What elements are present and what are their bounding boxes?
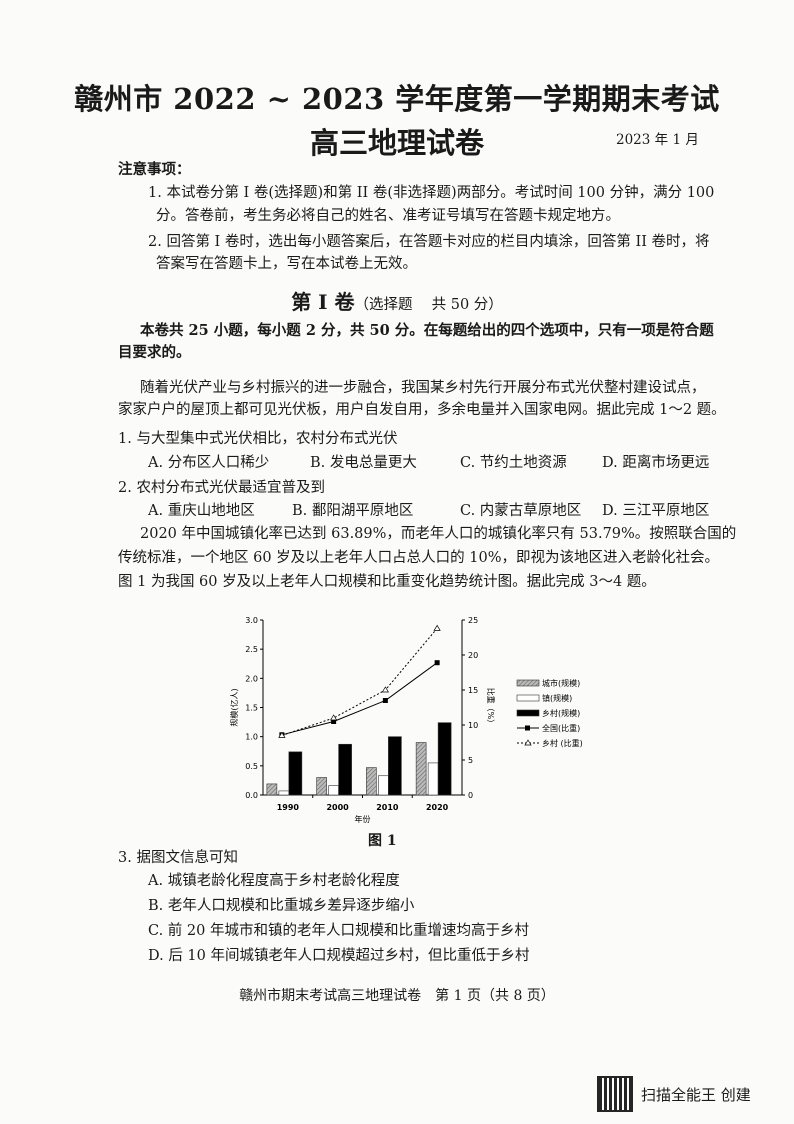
q1-option-d: D. 距离市场更远: [602, 455, 710, 471]
marker-square: [434, 660, 440, 666]
marker-square: [331, 719, 337, 724]
bar-town: [328, 785, 339, 796]
notice-1-line1: 1. 本试卷分第 I 卷(选择题)和第 II 卷(非选择题)两部分。考试时间 1…: [148, 185, 715, 201]
q3-option-b: B. 老年人口规模和比重城乡差异逐步缩小: [148, 898, 415, 914]
legend-swatch: [516, 694, 540, 702]
notice-heading: 注意事项：: [118, 161, 191, 178]
passage1-line2: 家家户户的屋顶上都可见光伏板，用户自发自用，多余电量并入国家电网。据此完成 1～…: [118, 402, 726, 418]
marker-triangle: [330, 714, 338, 721]
bar-city: [266, 783, 278, 796]
section-title: 第 I 卷（选择题 共 50 分）: [0, 286, 794, 315]
q2-option-d: D. 三江平原地区: [602, 503, 710, 519]
legend-label: 全国(比重): [542, 723, 580, 733]
page-footer: 赣州市期末考试高三地理试卷 第 1 页（共 8 页）: [239, 988, 555, 1004]
x-tick-label: 1990: [277, 803, 300, 812]
legend-marker: [524, 739, 532, 746]
q3-option-c: C. 前 20 年城市和镇的老年人口规模和比重增速均高于乡村: [148, 923, 529, 939]
marker-triangle: [433, 624, 441, 631]
marker-square: [382, 698, 388, 703]
section-intro-line2: 目要求的。: [118, 344, 191, 361]
q2-stem: 2. 农村分布式光伏最适宜普及到: [118, 480, 325, 496]
right-tick-label: 20: [468, 651, 478, 660]
q2-option-b: B. 鄱阳湖平原地区: [292, 503, 414, 519]
q3-option-a: A. 城镇老龄化程度高于乡村老龄化程度: [148, 873, 400, 889]
left-tick-label: 2.5: [245, 645, 258, 654]
section-name: 第 I 卷: [291, 290, 355, 314]
x-tick-label: 2000: [326, 803, 349, 812]
bar-city: [366, 767, 377, 796]
legend-swatch: [516, 679, 540, 687]
bar-rural: [288, 751, 303, 796]
section-intro-line1: 本卷共 25 小题，每小题 2 分，共 50 分。在每题给出的四个选项中，只有一…: [140, 322, 714, 339]
marker-triangle: [381, 686, 389, 693]
left-tick-label: 3.0: [245, 616, 258, 625]
q1-stem: 1. 与大型集中式光伏相比，农村分布式光伏: [118, 431, 398, 447]
right-tick-label: 5: [468, 756, 473, 765]
bar-town: [378, 775, 389, 796]
bar-town: [427, 762, 439, 796]
line-national-share: [281, 662, 438, 736]
left-tick-label: 0.0: [245, 791, 258, 800]
left-tick-label: 1.5: [245, 704, 258, 713]
notice-2-line1: 2. 回答第 I 卷时，选出每小题答案后，在答题卡对应的栏目内填涂，回答第 II…: [148, 234, 710, 250]
legend-label: 城市(规模): [542, 678, 580, 688]
right-tick-label: 25: [468, 616, 478, 625]
q1-option-b: B. 发电总量更大: [310, 455, 417, 471]
notice-1-line2: 分。答卷前，考生务必将自己的姓名、准考证号填写在答题卡规定地方。: [156, 208, 620, 224]
legend-label: 镇(规模): [542, 693, 572, 703]
bar-rural: [338, 743, 352, 796]
population-chart: 0.0 0.5 1.0 1.5 2.0 2.5 3.0 0 5 10 15 20 25 1990 2000 2…: [229, 616, 583, 824]
x-axis-label: 年份: [355, 814, 371, 824]
q3-option-d: D. 后 10 年间城镇老年人口规模超过乡村，但比重低于乡村: [148, 948, 530, 964]
bar-city: [415, 742, 427, 796]
left-axis-label: 规模(亿人): [229, 688, 239, 726]
bar-city: [316, 777, 327, 796]
scanner-watermark: 扫描全能王 创建: [597, 1076, 751, 1112]
q2-option-a: A. 重庆山地地区: [148, 503, 255, 519]
title-line1: 赣州市 2022 ~ 2023 学年度第一学期期末考试: [74, 82, 720, 116]
right-tick-label: 10: [468, 721, 478, 730]
q1-option-c: C. 节约土地资源: [460, 455, 567, 471]
exam-date: 2023 年 1 月: [616, 132, 699, 148]
bar-rural: [388, 736, 402, 796]
legend-marker: [525, 725, 530, 731]
bar-town: [278, 790, 290, 796]
right-tick-label: 15: [468, 686, 478, 695]
notice-2-line2: 答案写在答题卡上，写在本试卷上无效。: [156, 256, 417, 272]
title-line2: 高三地理试卷: [309, 126, 484, 160]
left-tick-label: 1.0: [245, 733, 258, 742]
line-rural-share: [281, 628, 438, 736]
right-axis-label: 比重（%）: [486, 688, 496, 728]
figure-caption: 图 1: [368, 833, 397, 849]
q2-option-c: C. 内蒙古草原地区: [460, 503, 582, 519]
passage1-line1: 随着光伏产业与乡村振兴的进一步融合，我国某乡村先行开展分布式光伏整村建设试点，: [140, 380, 706, 396]
right-tick-label: 0: [468, 791, 473, 800]
x-tick-label: 2020: [426, 803, 449, 812]
x-tick-label: 2010: [376, 803, 399, 812]
left-tick-label: 2.0: [245, 674, 258, 683]
marker-triangle: [278, 731, 286, 738]
left-tick-label: 0.5: [245, 762, 258, 771]
q3-stem: 3. 据图文信息可知: [118, 850, 238, 866]
q1-option-a: A. 分布区人口稀少: [148, 455, 270, 471]
legend-label: 乡村(规模): [542, 708, 580, 718]
watermark-text: 扫描全能王 创建: [641, 1085, 751, 1104]
legend-label: 乡村 (比重): [542, 738, 583, 748]
passage2-line3: 图 1 为我国 60 岁及以上老年人口规模和比重变化趋势统计图。据此完成 3～4…: [118, 574, 656, 590]
bar-rural: [437, 722, 452, 796]
passage2-line1: 2020 年中国城镇化率已达到 63.89%，而老年人口的城镇化率只有 53.7…: [140, 526, 737, 542]
passage2-line2: 传统标准，一个地区 60 岁及以上老年人口占总人口的 10%，即视为该地区进入老…: [118, 550, 720, 566]
section-subtitle: （选择题 共 50 分）: [354, 297, 503, 313]
qr-code-icon: [597, 1076, 633, 1112]
legend-swatch: [516, 709, 540, 717]
